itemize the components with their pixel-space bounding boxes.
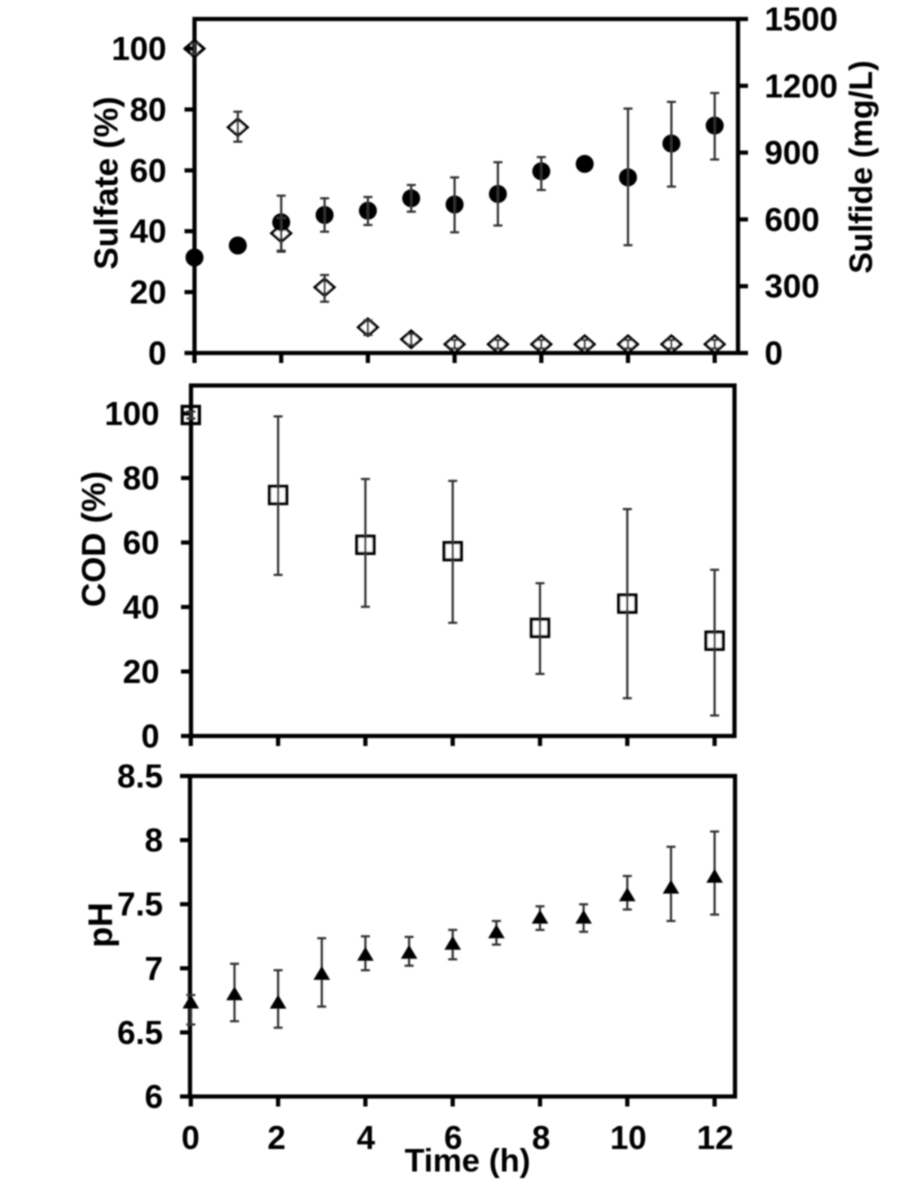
svg-text:8: 8 [532, 1119, 550, 1156]
svg-text:20: 20 [130, 274, 167, 311]
svg-text:0: 0 [148, 335, 166, 372]
svg-text:7: 7 [145, 950, 163, 987]
svg-text:COD (%): COD (%) [76, 471, 113, 607]
svg-text:60: 60 [130, 152, 167, 189]
svg-text:7.5: 7.5 [117, 886, 163, 923]
svg-text:40: 40 [123, 589, 160, 626]
svg-text:Time (h): Time (h) [405, 1143, 531, 1179]
svg-text:2: 2 [267, 1119, 285, 1156]
svg-text:8: 8 [145, 822, 163, 859]
svg-text:4: 4 [357, 1119, 376, 1156]
svg-text:20: 20 [123, 653, 160, 690]
svg-text:600: 600 [765, 201, 820, 238]
svg-text:80: 80 [130, 91, 167, 128]
svg-text:60: 60 [123, 524, 160, 561]
svg-text:1200: 1200 [765, 67, 838, 104]
svg-text:900: 900 [765, 134, 820, 171]
svg-text:80: 80 [123, 460, 160, 497]
svg-text:100: 100 [111, 30, 166, 67]
svg-text:300: 300 [765, 268, 820, 305]
svg-text:pH: pH [82, 902, 120, 947]
svg-text:0: 0 [765, 335, 783, 372]
svg-text:8.5: 8.5 [117, 758, 163, 795]
svg-text:10: 10 [610, 1119, 647, 1156]
svg-text:1500: 1500 [765, 1, 838, 38]
svg-text:Sulfate (%): Sulfate (%) [89, 96, 126, 269]
svg-text:0: 0 [141, 718, 159, 755]
svg-text:6: 6 [444, 1119, 462, 1156]
svg-text:Sulfide (mg/L): Sulfide (mg/L) [843, 60, 879, 273]
svg-text:6.5: 6.5 [117, 1014, 163, 1051]
svg-text:12: 12 [697, 1119, 734, 1156]
svg-text:40: 40 [130, 213, 167, 250]
svg-text:6: 6 [145, 1078, 163, 1115]
svg-text:100: 100 [104, 395, 159, 432]
svg-text:0: 0 [181, 1119, 199, 1156]
